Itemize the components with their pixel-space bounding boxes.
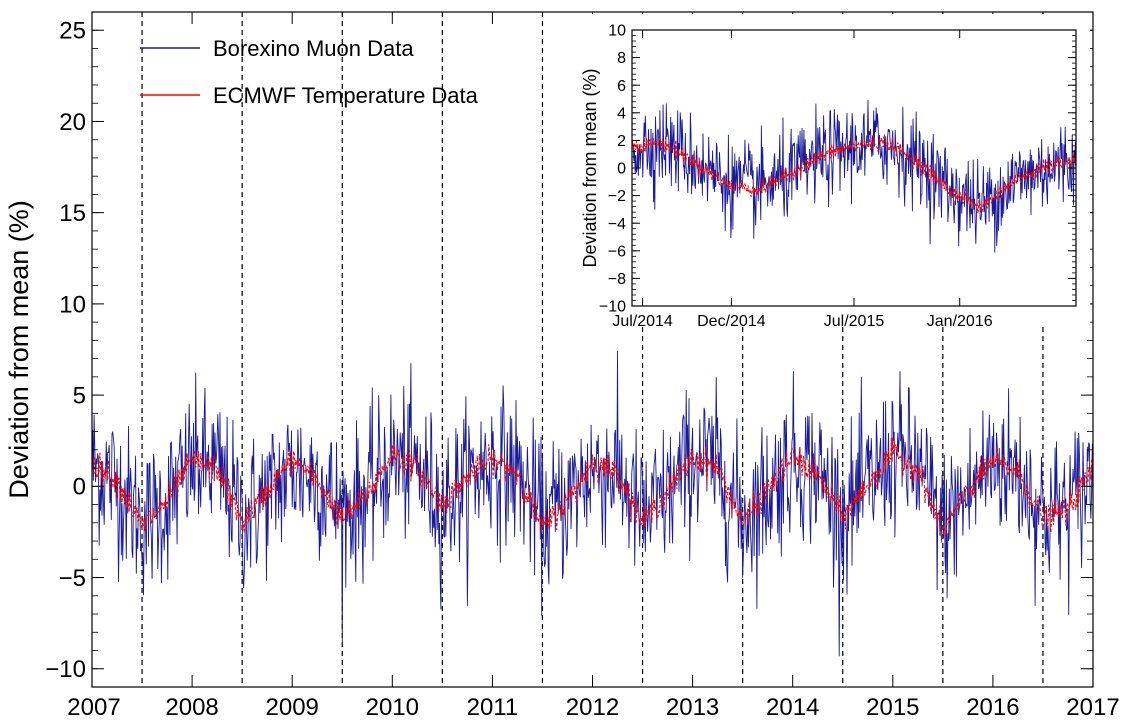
x-tick-label: Jul/2015 xyxy=(824,313,885,330)
x-tick-label: 2011 xyxy=(467,694,519,721)
y-tick-label: 10 xyxy=(59,291,86,318)
y-axis-title: Deviation from mean (%) xyxy=(580,68,600,267)
x-tick-label: 2007 xyxy=(67,694,120,721)
y-tick-label: −2 xyxy=(608,188,626,205)
x-tick-label: 2008 xyxy=(165,694,218,721)
y-tick-label: 0 xyxy=(617,161,626,178)
x-tick-label: 2014 xyxy=(766,694,819,721)
x-tick-label: 2016 xyxy=(966,694,1019,721)
y-tick-label: −8 xyxy=(608,271,626,288)
y-tick-label: 5 xyxy=(73,383,86,410)
y-axis-title: Deviation from mean (%) xyxy=(4,200,34,499)
series-line xyxy=(631,100,1077,253)
legend-label: ECMWF Temperature Data xyxy=(213,83,479,108)
x-tick-label: Jul/2014 xyxy=(612,313,673,330)
x-tick-label: 2013 xyxy=(666,694,719,721)
x-tick-label: 2009 xyxy=(266,694,319,721)
x-tick-label: 2010 xyxy=(366,694,419,721)
series-line xyxy=(91,350,1094,657)
inset-plot: −10 −8 −6 −4 −2 0 2 4 6 8 10 Jul/2014 Dec/2014 Jul/20… xyxy=(560,14,1090,330)
y-tick-label: −5 xyxy=(59,565,86,592)
y-tick-label: 8 xyxy=(617,50,626,67)
x-tick-label: 2017 xyxy=(1066,694,1119,721)
y-tick-label: 25 xyxy=(59,18,86,45)
series-line xyxy=(631,134,1077,214)
x-tick-label: Dec/2014 xyxy=(697,313,766,330)
y-tick-label: 15 xyxy=(59,200,86,227)
y-tick-label: 6 xyxy=(617,78,626,95)
y-tick-label: 0 xyxy=(73,474,86,501)
series-line xyxy=(91,437,1094,537)
y-tick-label: −4 xyxy=(608,216,626,233)
y-tick-label: −10 xyxy=(599,299,626,316)
y-tick-label: −6 xyxy=(608,243,626,260)
legend-label: Borexino Muon Data xyxy=(213,36,414,61)
y-tick-label: −10 xyxy=(45,656,86,683)
x-tick-label: 2015 xyxy=(866,694,919,721)
y-tick-label: 4 xyxy=(617,105,626,122)
y-tick-label: 20 xyxy=(59,109,86,136)
legend: Borexino Muon Data ECMWF Temperature Data xyxy=(140,36,479,108)
x-tick-label: Jan/2016 xyxy=(927,313,993,330)
x-tick-label: 2012 xyxy=(566,694,619,721)
y-tick-label: 10 xyxy=(608,23,626,40)
inset-background xyxy=(560,14,1090,324)
y-tick-label: 2 xyxy=(617,133,626,150)
